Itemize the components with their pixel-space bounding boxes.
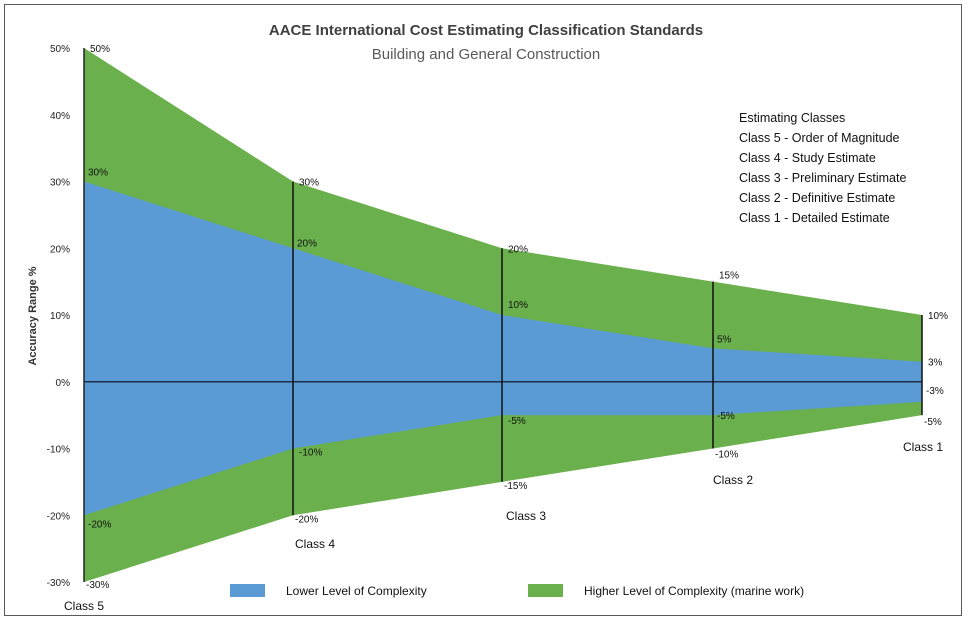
higher-lower-label: -30% [86, 580, 109, 591]
lower-upper-label: 3% [928, 358, 943, 369]
note-line: Class 1 - Detailed Estimate [739, 211, 890, 225]
lower-lower-label: -3% [926, 386, 944, 397]
lower-upper-label: 30% [88, 168, 108, 179]
lower-lower-label: -20% [88, 519, 111, 530]
y-tick-label: 0% [56, 378, 71, 389]
higher-lower-label: -20% [295, 514, 318, 525]
y-tick-label: -10% [47, 445, 70, 456]
category-label: Class 5 [64, 599, 104, 613]
lower-lower-label: -10% [299, 448, 322, 459]
y-tick-label: 50% [50, 44, 70, 55]
category-label: Class 3 [506, 509, 546, 523]
higher-upper-label: 50% [90, 44, 110, 55]
chart-title: AACE International Cost Estimating Class… [269, 22, 703, 39]
lower-upper-label: 10% [508, 300, 528, 311]
higher-upper-label: 30% [299, 178, 319, 189]
category-label: Class 2 [713, 473, 753, 487]
note-line: Class 4 - Study Estimate [739, 151, 876, 165]
higher-upper-label: 15% [719, 271, 739, 282]
lower-lower-label: -5% [508, 416, 526, 427]
y-axis-label: Accuracy Range % [27, 266, 39, 365]
y-tick-label: -30% [47, 578, 70, 589]
y-tick-label: 30% [50, 178, 70, 189]
legend: Lower Level of Complexity Higher Level of… [230, 584, 804, 598]
higher-upper-label: 20% [508, 244, 528, 255]
lower-upper-label: 5% [717, 334, 732, 345]
y-tick-label: 20% [50, 244, 70, 255]
legend-swatch [230, 584, 265, 597]
category-label: Class 4 [295, 537, 335, 551]
legend-label: Higher Level of Complexity (marine work) [584, 584, 804, 598]
lower-upper-label: 20% [297, 238, 317, 249]
legend-swatch [528, 584, 563, 597]
note-heading: Estimating Classes [739, 111, 845, 125]
note-line: Class 5 - Order of Magnitude [739, 131, 900, 145]
higher-lower-label: -5% [924, 417, 942, 428]
category-label: Class 1 [903, 440, 943, 454]
y-tick-label: -20% [47, 511, 70, 522]
note-line: Class 3 - Preliminary Estimate [739, 171, 906, 185]
estimating-classes-note: Estimating Classes Class 5 - Order of Ma… [739, 111, 906, 225]
chart-subtitle: Building and General Construction [372, 46, 600, 63]
higher-upper-label: 10% [928, 311, 948, 322]
y-tick-label: 10% [50, 311, 70, 322]
plot-area: 50% 40% 30% 20% 10% 0% -10% -20% -30% 50% 30% 20% 15… [47, 44, 948, 613]
lower-lower-label: -5% [717, 411, 735, 422]
y-tick-label: 40% [50, 111, 70, 122]
higher-lower-label: -10% [715, 450, 738, 461]
higher-lower-label: -15% [504, 481, 527, 492]
note-line: Class 2 - Definitive Estimate [739, 191, 895, 205]
legend-label: Lower Level of Complexity [286, 584, 427, 598]
